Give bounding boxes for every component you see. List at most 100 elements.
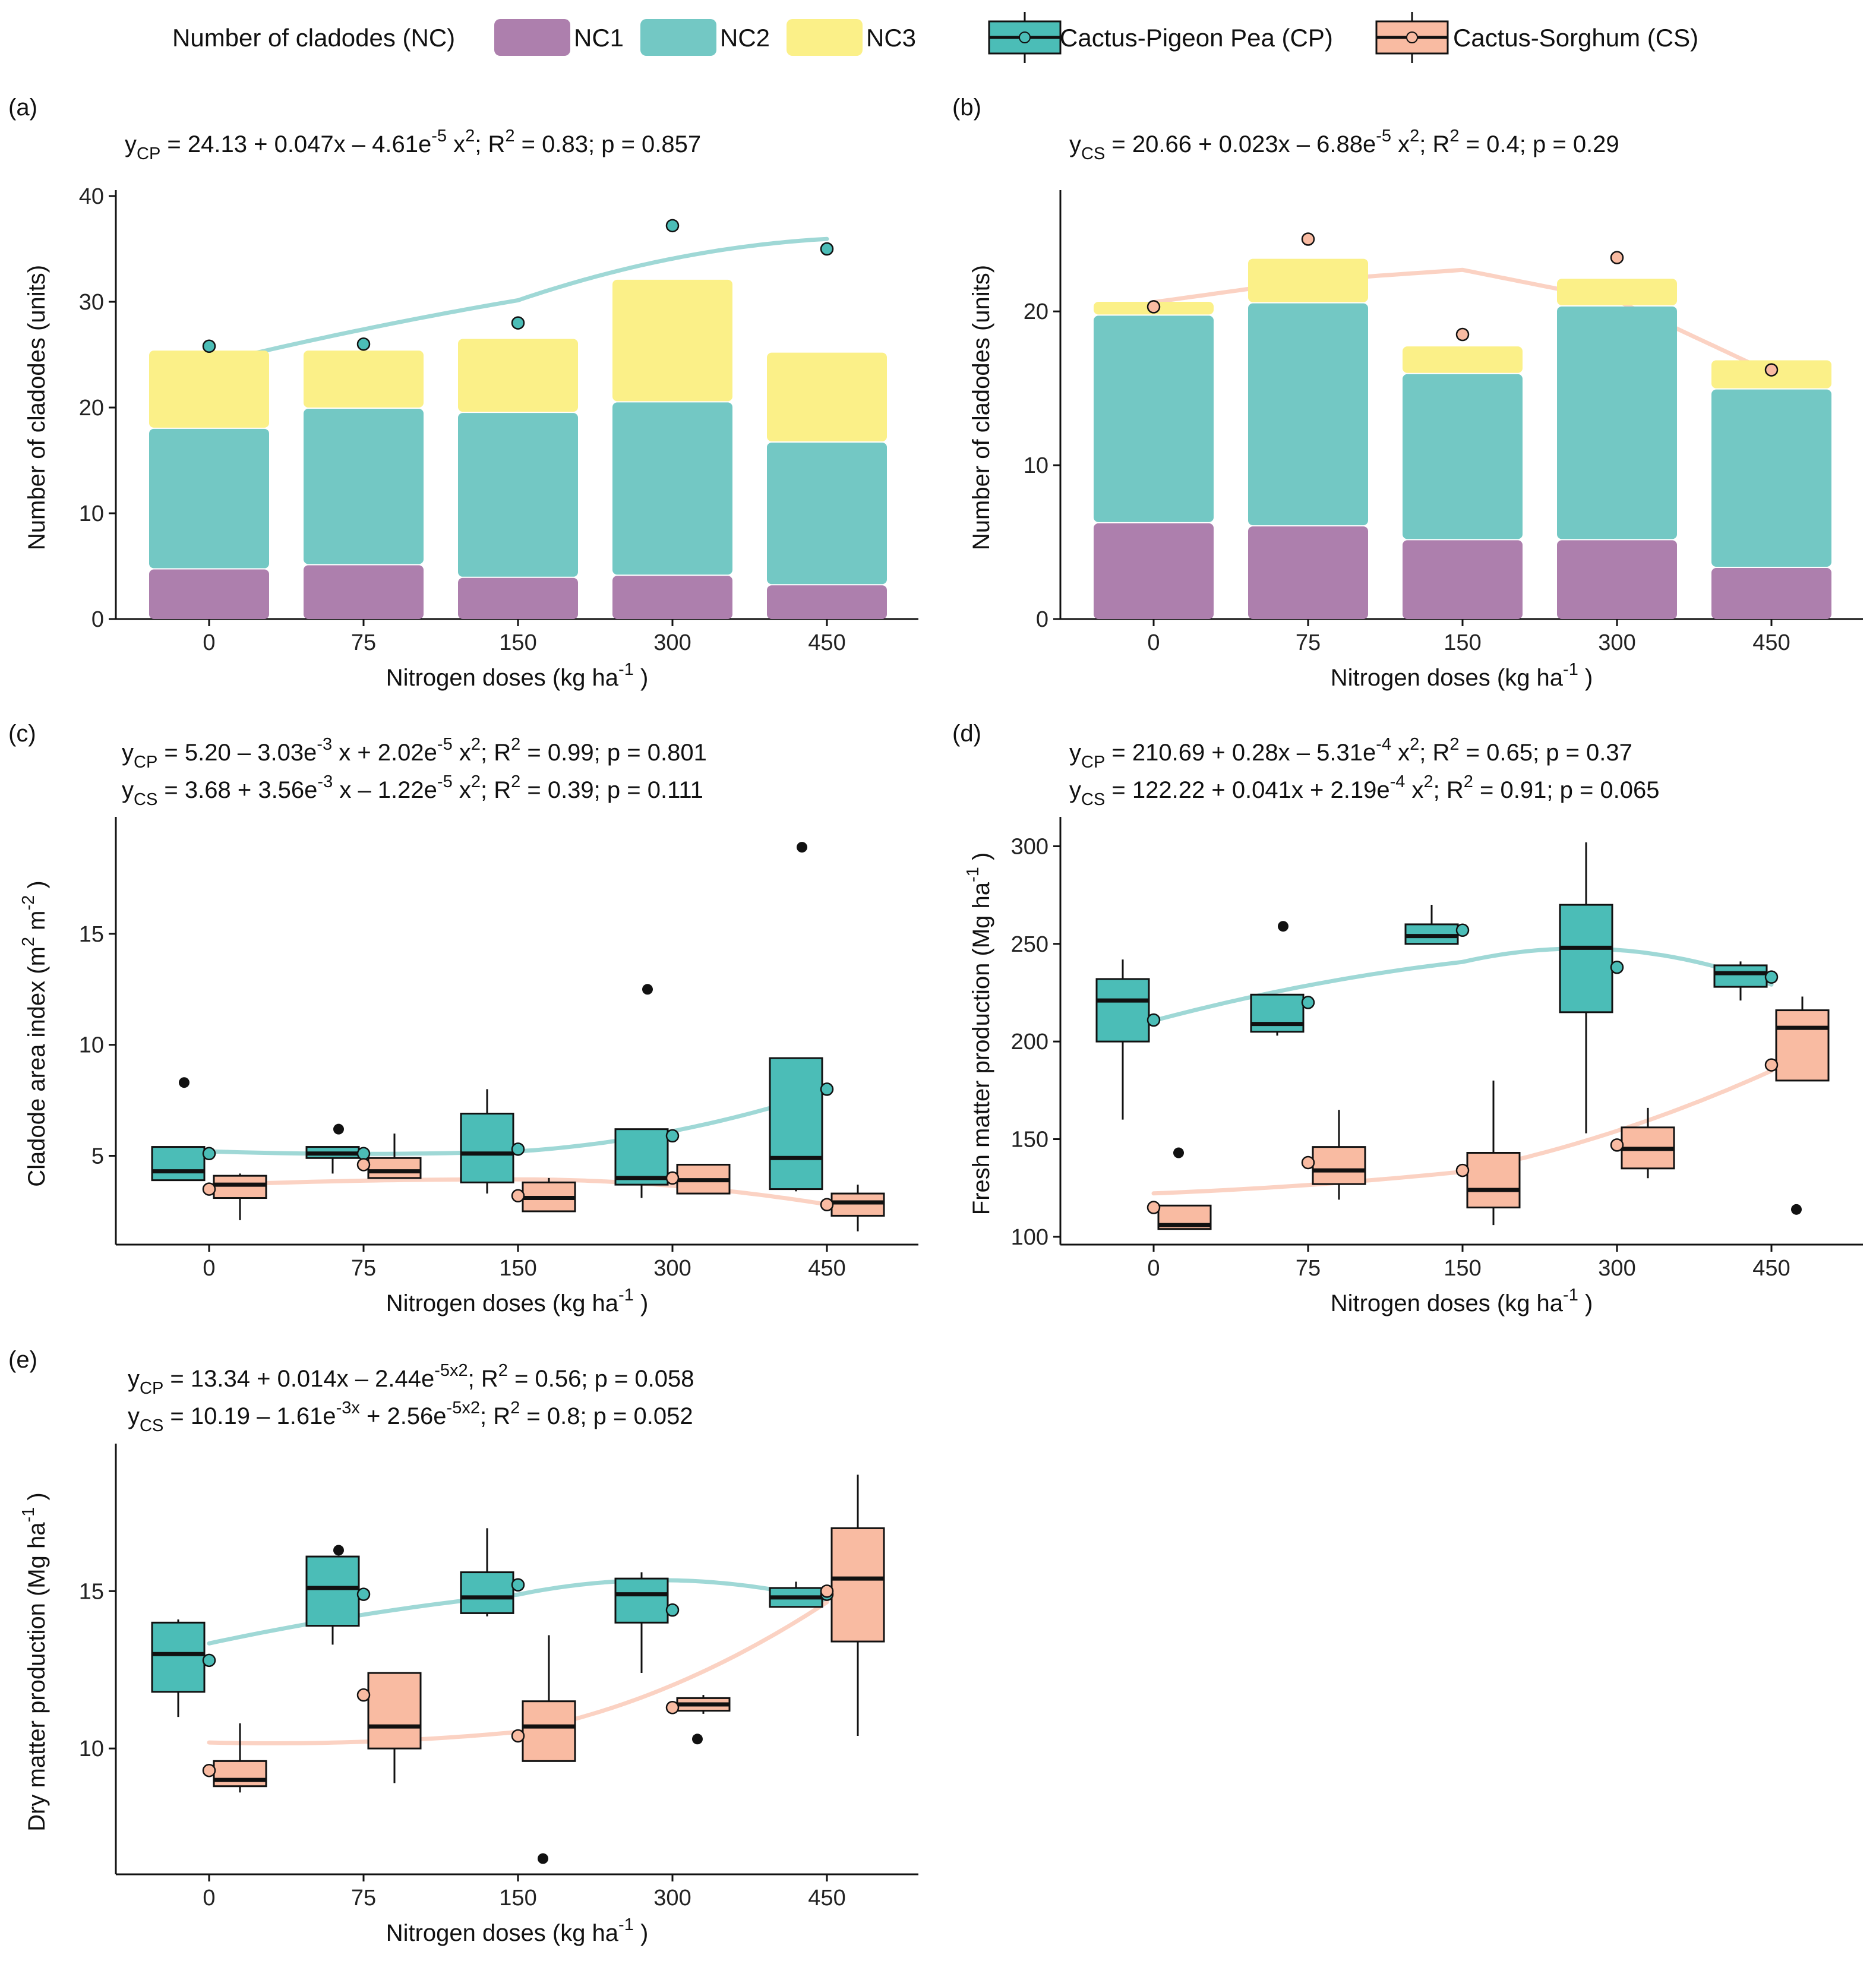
mean-point-cp [665,1603,680,1617]
panel-d: (d) yCP = 210.69 + 0.28x – 5.31e-4 x2; R2… [952,721,1863,1316]
mean-point-cs [202,1763,216,1777]
outlier-point [333,1545,344,1556]
x-axis-title: Nitrogen doses (kg ha-1 ) [1331,660,1593,691]
x-axis-title: Nitrogen doses (kg ha-1 ) [386,660,649,691]
bar-segment-nc2 [149,428,269,569]
y-axis-title: Number of cladodes (units) [968,265,994,550]
panel-label: (d) [952,721,981,747]
x-tick-label: 75 [1296,1256,1321,1281]
legend-cp-label: Cactus-Pigeon Pea (CP) [1060,24,1333,52]
regression-curve-cp [207,236,829,366]
bar-segment-nc1 [458,577,578,619]
x-tick-label: 0 [203,630,215,655]
mean-point-cs [511,1729,525,1743]
x-tick-label: 450 [808,630,845,655]
bar-segment-nc1 [1403,540,1523,619]
x-axis-title: Nitrogen doses (kg ha-1 ) [386,1286,649,1316]
outlier-point [179,1077,190,1088]
y-tick-label: 10 [79,1033,104,1058]
bar-segment-nc2 [767,442,887,585]
regression-equation: yCP = 13.34 + 0.014x – 2.44e-5x2; R2 = 0… [128,1361,694,1398]
data-marks [151,1475,885,1864]
mean-point-cp [202,1147,216,1161]
regression-equation: yCP = 210.69 + 0.28x – 5.31e-4 x2; R2 = … [1069,735,1632,772]
bar-segment-nc1 [1557,540,1677,619]
mean-point-cp [1147,1013,1161,1027]
box-iqr-cs [830,1527,885,1643]
y-tick-label: 100 [1011,1225,1048,1250]
mean-point-cs [1610,1138,1624,1152]
mean-point-cs [1764,1058,1779,1072]
x-tick-label: 450 [808,1886,845,1911]
x-tick-label: 450 [808,1256,845,1281]
mean-point-cs [1301,232,1315,246]
panel-a: (a) yCP = 24.13 + 0.047x – 4.61e-5 x2; R2… [8,94,918,691]
box-iqr-cs [367,1672,422,1750]
mean-point-cs [356,1158,371,1172]
regression-curve-cs [207,1177,829,1207]
legend-nc-title: Number of cladodes (NC) [172,24,455,52]
mean-point-cs [665,1171,680,1185]
x-tick-label: 450 [1752,1256,1790,1281]
bar-segment-nc1 [1711,567,1831,619]
y-tick-label: 10 [1024,453,1048,478]
legend-nc3-swatch [787,19,863,56]
bar-segment-nc3 [1248,258,1368,302]
bar-segment-nc2 [458,413,578,577]
data-marks [151,842,885,1232]
mean-point-cp [1455,923,1470,937]
x-axis-title: Nitrogen doses (kg ha-1 ) [386,1915,649,1946]
box-iqr-cs [367,1157,422,1179]
regression-equation: yCP = 5.20 – 3.03e-3 x + 2.02e-5 x2; R2 … [122,735,707,772]
legend-nc1-swatch [494,19,570,56]
box-iqr-cs [213,1760,267,1788]
box-iqr-cp [460,1571,514,1614]
outlier-point [1791,1204,1802,1215]
y-tick-label: 40 [79,184,104,209]
panel-label: (a) [8,94,37,121]
mean-point-cs [1301,1155,1315,1170]
x-tick-label: 300 [1598,630,1635,655]
mean-point-cs [511,1189,525,1203]
mean-point-cs [356,1688,371,1702]
mean-point-cs [1764,363,1779,377]
panel-c: (c) yCP = 5.20 – 3.03e-3 x + 2.02e-5 x2; … [8,721,918,1316]
legend-nc1-label: NC1 [574,24,624,52]
regression-curve-cs [1151,1068,1774,1196]
legend-cp-key [988,12,1062,63]
x-tick-label: 75 [351,1886,376,1911]
box-iqr-cs [1775,1009,1830,1082]
bar-segment-nc3 [612,279,732,402]
box-iqr-cp [769,1057,823,1191]
box-iqr-cp [1095,978,1150,1043]
x-tick-label: 0 [1147,630,1160,655]
regression-equation: yCS = 10.19 – 1.61e-3x + 2.56e-5x2; R2 =… [128,1398,693,1435]
box-iqr-cp [1559,904,1613,1014]
mean-point-cp [1610,960,1624,974]
mean-point-cp [820,1082,834,1096]
outlier-point [1173,1147,1184,1158]
x-tick-label: 300 [653,1256,691,1281]
box-iqr-cs [213,1174,267,1199]
x-tick-label: 75 [1296,630,1321,655]
y-tick-label: 5 [91,1144,104,1169]
x-tick-label: 300 [653,1886,691,1911]
panel-label: (b) [952,94,981,121]
mean-point-cp [1301,996,1315,1009]
x-tick-label: 0 [203,1256,215,1281]
mean-point-cs [1147,1201,1161,1214]
x-tick-label: 150 [1444,630,1481,655]
mean-point-cp [665,1129,680,1143]
y-tick-label: 0 [1036,607,1048,632]
bar-segment-nc2 [1557,306,1677,539]
y-tick-label: 300 [1011,834,1048,859]
legend-cs-label: Cactus-Sorghum (CS) [1453,24,1698,52]
y-tick-label: 200 [1011,1030,1048,1054]
mean-point-cp [511,1578,525,1592]
x-tick-label: 75 [351,1256,376,1281]
x-tick-label: 450 [1752,630,1790,655]
mean-point-cp [665,219,680,233]
box-iqr-cs [522,1700,576,1762]
mean-point-cs [1455,327,1470,342]
regression-equation: yCS = 122.22 + 0.041x + 2.19e-4 x2; R2 =… [1069,772,1660,809]
